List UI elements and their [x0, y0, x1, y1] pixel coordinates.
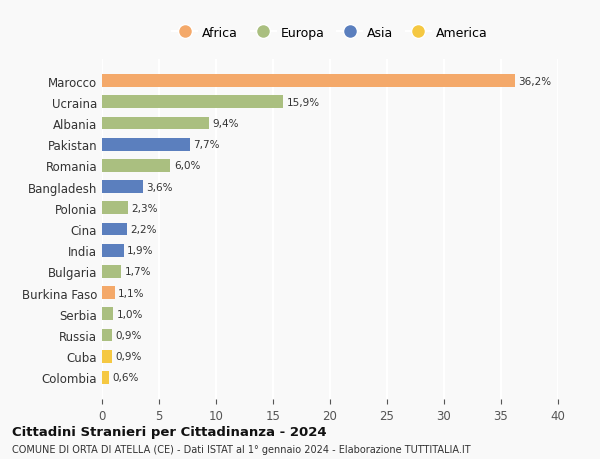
Bar	[102, 181, 143, 194]
Bar	[102, 329, 112, 341]
Text: 2,3%: 2,3%	[131, 203, 158, 213]
Text: 2,2%: 2,2%	[131, 224, 157, 235]
Text: Cittadini Stranieri per Cittadinanza - 2024: Cittadini Stranieri per Cittadinanza - 2…	[12, 425, 326, 438]
Bar	[102, 244, 124, 257]
Bar	[102, 75, 515, 88]
Text: 0,9%: 0,9%	[116, 330, 142, 340]
Bar	[102, 118, 209, 130]
Bar	[102, 371, 109, 384]
Legend: Africa, Europa, Asia, America: Africa, Europa, Asia, America	[167, 22, 493, 45]
Text: 0,6%: 0,6%	[112, 373, 139, 382]
Text: 1,1%: 1,1%	[118, 288, 145, 298]
Text: 0,9%: 0,9%	[116, 352, 142, 361]
Text: 1,9%: 1,9%	[127, 246, 154, 256]
Bar	[102, 202, 128, 215]
Bar	[102, 96, 283, 109]
Text: 1,7%: 1,7%	[125, 267, 151, 277]
Text: 1,0%: 1,0%	[117, 309, 143, 319]
Bar	[102, 308, 113, 320]
Text: 7,7%: 7,7%	[193, 140, 220, 150]
Bar	[102, 139, 190, 151]
Text: 15,9%: 15,9%	[287, 98, 320, 107]
Bar	[102, 160, 170, 173]
Text: 3,6%: 3,6%	[146, 182, 173, 192]
Bar	[102, 286, 115, 299]
Text: 6,0%: 6,0%	[174, 161, 200, 171]
Bar	[102, 350, 112, 363]
Bar	[102, 265, 121, 278]
Text: 36,2%: 36,2%	[518, 77, 551, 86]
Bar	[102, 223, 127, 236]
Text: 9,4%: 9,4%	[212, 119, 239, 129]
Text: COMUNE DI ORTA DI ATELLA (CE) - Dati ISTAT al 1° gennaio 2024 - Elaborazione TUT: COMUNE DI ORTA DI ATELLA (CE) - Dati IST…	[12, 444, 470, 454]
